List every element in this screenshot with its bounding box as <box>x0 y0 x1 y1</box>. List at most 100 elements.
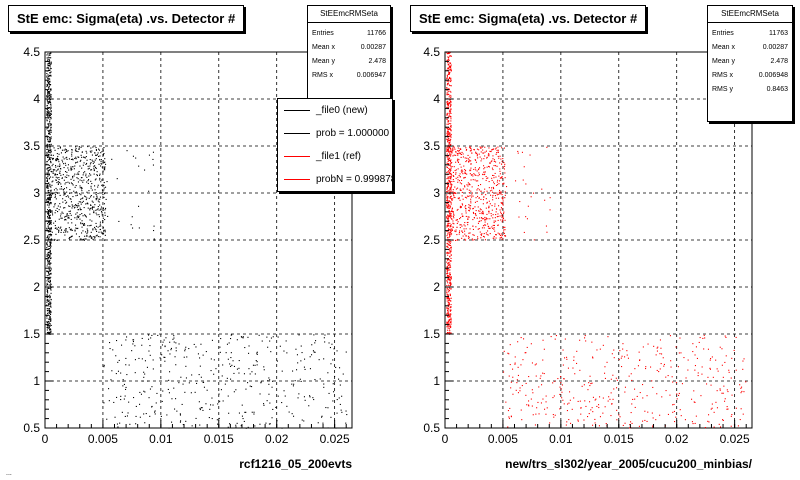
data-point <box>675 416 677 418</box>
data-point <box>46 95 48 97</box>
data-point <box>124 415 126 417</box>
data-point <box>446 102 448 104</box>
data-point <box>48 114 50 116</box>
right-stats-entries-value: 11763 <box>769 30 788 37</box>
data-point <box>532 392 534 394</box>
data-point <box>48 159 50 161</box>
data-point <box>55 174 57 176</box>
data-point <box>451 210 453 212</box>
data-point <box>51 193 53 195</box>
data-point <box>77 205 79 207</box>
data-point <box>48 91 50 93</box>
data-point <box>68 205 70 207</box>
data-point <box>47 235 49 237</box>
data-point <box>565 424 567 426</box>
data-point <box>56 174 58 176</box>
data-point <box>80 222 82 224</box>
data-point <box>510 415 512 417</box>
data-point <box>446 246 448 248</box>
data-point <box>323 386 325 388</box>
data-point <box>475 151 477 153</box>
data-point <box>743 358 745 360</box>
data-point <box>321 415 323 417</box>
data-point <box>97 206 99 208</box>
data-point <box>446 127 448 129</box>
legend-label: probN = 0.999878 <box>316 174 393 185</box>
data-point <box>490 213 492 215</box>
data-point <box>46 180 48 182</box>
data-point <box>501 160 503 162</box>
data-point <box>240 425 242 427</box>
data-point <box>498 233 500 235</box>
data-point <box>49 136 51 138</box>
data-point <box>48 59 50 61</box>
data-point <box>450 85 452 87</box>
data-point <box>51 210 53 212</box>
data-point <box>47 321 49 323</box>
data-point <box>70 214 72 216</box>
data-point <box>599 416 601 418</box>
data-point <box>492 155 494 157</box>
x-tick-label: 0.02 <box>265 432 289 446</box>
data-point <box>447 100 449 102</box>
data-point <box>452 222 454 224</box>
data-point <box>143 413 145 415</box>
data-point <box>47 91 49 93</box>
data-point <box>469 146 471 148</box>
data-point <box>448 324 450 326</box>
data-point <box>448 172 450 174</box>
data-point <box>675 382 677 384</box>
data-point <box>70 166 72 168</box>
data-point <box>49 74 51 76</box>
data-point <box>64 234 66 236</box>
data-point <box>46 299 48 301</box>
data-point <box>493 220 495 222</box>
data-point <box>448 146 450 148</box>
data-point <box>63 167 65 169</box>
data-point <box>298 393 300 395</box>
left-plot-title: StE emc: Sigma(eta) .vs. Detector # <box>8 5 245 32</box>
data-point <box>564 357 566 359</box>
data-point <box>80 223 82 225</box>
legend-box: _file0 (new) prob = 1.000000 _file1 (ref… <box>277 98 393 192</box>
data-point <box>448 287 450 289</box>
data-point <box>448 316 450 318</box>
data-point <box>104 166 106 168</box>
data-point <box>170 349 172 351</box>
data-point <box>97 208 99 210</box>
data-point <box>233 391 235 393</box>
data-point <box>51 234 53 236</box>
data-point <box>450 149 452 151</box>
data-point <box>71 222 73 224</box>
data-point <box>50 324 52 326</box>
data-point <box>726 408 728 410</box>
data-point <box>446 268 448 270</box>
data-point <box>134 359 136 361</box>
data-point <box>175 347 177 349</box>
data-point <box>47 175 49 177</box>
data-point <box>659 353 661 355</box>
data-point <box>469 173 471 175</box>
data-point <box>55 198 57 200</box>
data-point <box>473 149 475 151</box>
data-point <box>449 298 451 300</box>
data-point <box>711 407 713 409</box>
data-point <box>59 203 61 205</box>
data-point <box>448 200 450 202</box>
data-point <box>182 424 184 426</box>
data-point <box>48 273 50 275</box>
data-point <box>470 147 472 149</box>
data-point <box>474 159 476 161</box>
data-point <box>148 154 150 156</box>
data-point <box>164 360 166 362</box>
data-point <box>91 207 93 209</box>
data-point <box>161 354 163 356</box>
data-point <box>46 247 48 249</box>
data-point <box>724 361 726 363</box>
data-point <box>46 128 48 130</box>
data-point <box>219 346 221 348</box>
data-point <box>135 415 137 417</box>
data-point <box>251 371 253 373</box>
data-point <box>450 169 452 171</box>
y-tick-label: 3 <box>33 186 40 200</box>
